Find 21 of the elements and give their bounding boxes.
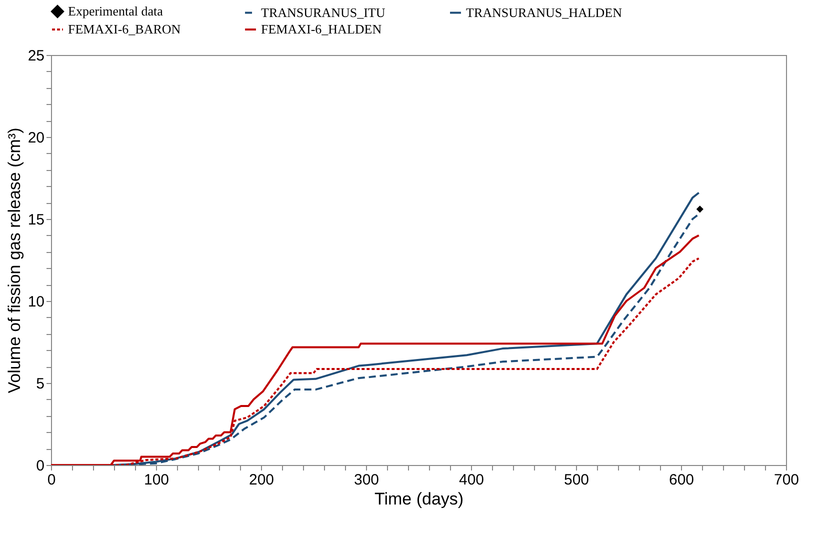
- x-tick-label: 300: [354, 472, 380, 488]
- y-tick-label: 0: [36, 458, 44, 474]
- legend-label: FEMAXI-6_BARON: [68, 22, 182, 36]
- x-axis-title: Time (days): [374, 490, 464, 508]
- x-tick-label: 400: [458, 472, 484, 488]
- y-tick-label: 20: [28, 130, 44, 146]
- y-axis-title: Volume of fission gas release (cm³): [4, 128, 24, 394]
- x-tick-label: 500: [564, 472, 590, 488]
- x-tick-label: 0: [47, 472, 56, 488]
- y-tick-label: 10: [28, 294, 44, 310]
- y-tick-label: 5: [36, 376, 44, 392]
- legend-label: Experimental data: [68, 4, 164, 19]
- x-tick-label: 600: [668, 472, 694, 488]
- legend-label: TRANSURANUS_ITU: [261, 4, 386, 20]
- x-tick-label: 700: [774, 472, 800, 488]
- y-tick-label: 15: [28, 212, 44, 228]
- y-tick-label: 25: [28, 48, 44, 64]
- legend-label: FEMAXI-6_HALDEN: [261, 22, 382, 36]
- x-tick-label: 100: [144, 472, 170, 488]
- x-tick-label: 200: [248, 472, 274, 488]
- legend-label: TRANSURANUS_HALDEN: [466, 4, 623, 20]
